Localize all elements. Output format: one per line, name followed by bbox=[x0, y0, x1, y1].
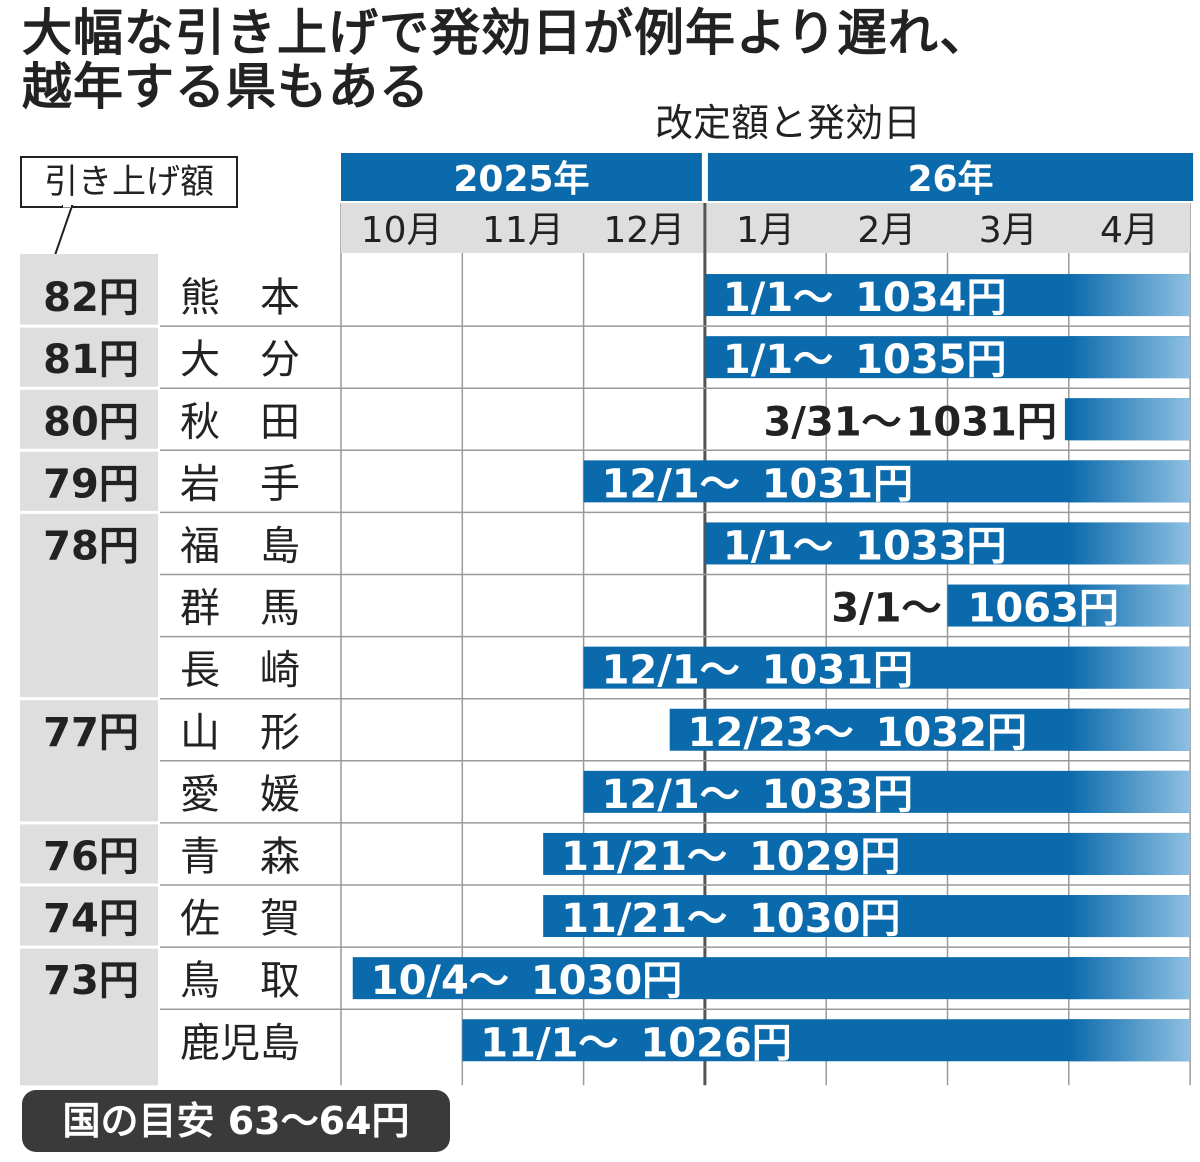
bar-wage-label: 1031円 bbox=[762, 648, 913, 694]
bar-fade-segment bbox=[1068, 584, 1191, 627]
callout-pointer-icon bbox=[53, 204, 74, 259]
year-header-label: 2025年 bbox=[453, 159, 589, 200]
headline-line-1: 大幅な引き上げで発効日が例年より遅れ、 bbox=[22, 4, 991, 62]
prefecture-name: 鳥 取 bbox=[180, 958, 300, 1004]
raise-amount: 79円 bbox=[43, 461, 139, 507]
effective-period-bar bbox=[462, 1019, 1191, 1062]
month-label: 11月 bbox=[482, 210, 564, 251]
bar-fade-segment bbox=[1068, 460, 1191, 503]
gantt-chart: 2025年 26年 10月 11月 12月 1月 2月 3月 4月 82円熊 本 81円大 分 80… bbox=[20, 153, 1194, 1086]
month-label: 2月 bbox=[857, 210, 916, 251]
headline-line-2: 越年する県もある bbox=[22, 58, 430, 116]
bar-wage-label: 1031円 bbox=[906, 399, 1057, 445]
prefecture-name: 鹿児島 bbox=[180, 1020, 300, 1066]
bar-fade-segment bbox=[1068, 708, 1191, 751]
raise-amount: 78円 bbox=[43, 523, 139, 569]
raise-amount: 81円 bbox=[43, 337, 139, 383]
bar-date-label: 11/1〜 bbox=[480, 1020, 618, 1066]
bar-wage-label: 1030円 bbox=[531, 958, 682, 1004]
month-header-band bbox=[341, 203, 1191, 253]
bar-fade-segment bbox=[1068, 646, 1191, 689]
prefecture-name: 長 崎 bbox=[180, 648, 300, 694]
bar-fade-segment bbox=[1068, 336, 1191, 379]
month-label: 10月 bbox=[361, 210, 443, 251]
bar-fade-segment bbox=[1068, 522, 1191, 565]
bar-wage-label: 1034円 bbox=[855, 275, 1006, 321]
bar-wage-label: 1030円 bbox=[749, 896, 900, 942]
bar-wage-label: 1063円 bbox=[968, 586, 1119, 632]
bar-fade-segment bbox=[1068, 1019, 1191, 1062]
raise-amount: 76円 bbox=[43, 834, 139, 880]
month-label: 3月 bbox=[979, 210, 1038, 251]
month-label: 12月 bbox=[603, 210, 685, 251]
year-header-bar bbox=[707, 153, 1194, 201]
prefecture-name: 大 分 bbox=[180, 337, 300, 383]
year-header-label: 26年 bbox=[907, 159, 993, 200]
raise-amount: 80円 bbox=[43, 399, 139, 445]
bar-date-label: 1/1〜 bbox=[723, 523, 833, 569]
prefecture-name: 愛 媛 bbox=[180, 772, 300, 818]
prefecture-name: 秋 田 bbox=[180, 399, 300, 445]
bar-date-label: 12/1〜 bbox=[602, 772, 740, 818]
prefecture-name: 佐 賀 bbox=[180, 896, 300, 942]
year-header-bar bbox=[341, 153, 702, 201]
bar-wage-label: 1031円 bbox=[762, 461, 913, 507]
national-guideline-badge: 国の目安 63〜64円 bbox=[22, 1090, 450, 1152]
prefecture-name: 青 森 bbox=[180, 834, 300, 880]
bar-date-label: 12/1〜 bbox=[602, 461, 740, 507]
prefecture-name: 福 島 bbox=[180, 523, 300, 569]
bar-date-label: 1/1〜 bbox=[723, 275, 833, 321]
bar-wage-label: 1029円 bbox=[749, 834, 900, 880]
bar-date-label: 11/21〜 bbox=[561, 834, 727, 880]
bar-fade-segment bbox=[1068, 895, 1191, 938]
bar-wage-label: 1033円 bbox=[762, 772, 913, 818]
chart-subtitle: 改定額と発効日 bbox=[655, 101, 922, 145]
bar-fade-segment bbox=[1068, 770, 1191, 813]
bar-wage-label: 1032円 bbox=[876, 710, 1027, 756]
raise-amount: 77円 bbox=[43, 710, 139, 756]
bar-fade-segment bbox=[1068, 957, 1191, 1000]
raise-amount: 74円 bbox=[43, 896, 139, 942]
bar-fade-segment bbox=[1068, 832, 1191, 875]
bar-wage-label: 1035円 bbox=[855, 337, 1006, 383]
prefecture-name: 岩 手 bbox=[180, 461, 300, 507]
bar-wage-label: 1026円 bbox=[640, 1020, 791, 1066]
month-label: 4月 bbox=[1100, 210, 1159, 251]
bar-date-label: 12/23〜 bbox=[688, 710, 854, 756]
bar-fade-segment bbox=[1068, 398, 1191, 441]
bar-date-label: 11/21〜 bbox=[561, 896, 727, 942]
prefecture-name: 熊 本 bbox=[180, 275, 300, 321]
raise-amount: 73円 bbox=[43, 958, 139, 1004]
bar-date-label: 1/1〜 bbox=[723, 337, 833, 383]
bar-date-label: 3/1〜 bbox=[831, 586, 941, 632]
prefecture-name: 山 形 bbox=[180, 710, 300, 756]
raise-amount: 82円 bbox=[43, 275, 139, 321]
prefecture-name: 群 馬 bbox=[180, 586, 300, 632]
bar-date-label: 3/31〜 bbox=[763, 399, 901, 445]
month-label: 1月 bbox=[736, 210, 795, 251]
bar-wage-label: 1033円 bbox=[855, 523, 1006, 569]
effective-period-bar bbox=[352, 957, 1191, 1000]
raise-amount-callout: 引き上げ額 bbox=[20, 156, 238, 208]
bar-fade-segment bbox=[1068, 274, 1191, 317]
bar-date-label: 12/1〜 bbox=[602, 648, 740, 694]
headline: 大幅な引き上げで発効日が例年より遅れ、 越年する県もある bbox=[22, 6, 991, 114]
bar-date-label: 10/4〜 bbox=[371, 958, 509, 1004]
